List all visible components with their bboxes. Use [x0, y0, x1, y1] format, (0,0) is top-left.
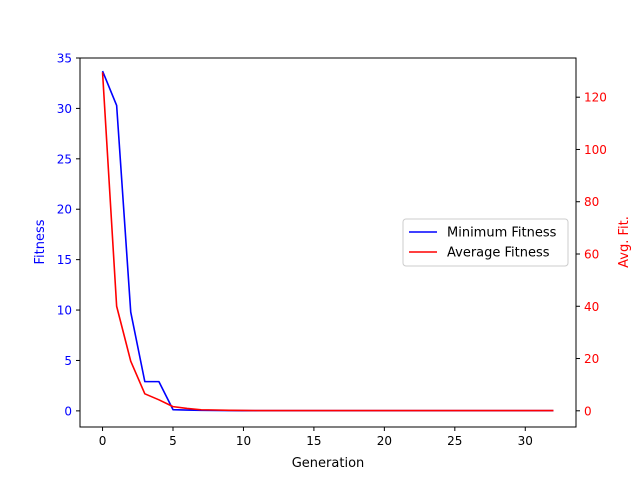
average-fitness-line [101, 72, 554, 412]
right-tick-label: 80 [584, 195, 599, 209]
legend-label-minimum-fitness: Minimum Fitness [447, 226, 557, 241]
left-axis-ticks: 0 5 10 15 20 25 30 35 [57, 52, 80, 418]
right-tick-label: 20 [584, 352, 599, 366]
x-tick-label: 20 [377, 434, 392, 448]
legend-label-average-fitness: Average Fitness [447, 246, 550, 261]
right-tick-label: 60 [584, 247, 599, 261]
right-tick-label: 40 [584, 300, 599, 314]
x-tick-label: 30 [518, 434, 533, 448]
left-tick-label: 35 [57, 52, 72, 66]
right-axis-ticks: 0 20 40 60 80 100 120 [576, 91, 607, 418]
left-tick-label: 15 [57, 253, 72, 267]
x-tick-label: 0 [99, 434, 107, 448]
x-tick-label: 5 [169, 434, 177, 448]
right-tick-label: 120 [584, 91, 607, 105]
right-axis-label: Avg. Fit. [617, 216, 632, 268]
left-tick-label: 30 [57, 102, 72, 116]
x-tick-label: 10 [236, 434, 251, 448]
legend-frame [402, 218, 569, 267]
right-tick-label: 100 [584, 143, 607, 157]
x-tick-label: 25 [447, 434, 462, 448]
legend: Minimum Fitness Average Fitness [402, 218, 569, 267]
right-tick-label: 0 [584, 404, 592, 418]
left-tick-label: 5 [64, 354, 72, 368]
left-axis-label: Fitness [33, 219, 48, 264]
plot-frame [79, 57, 577, 428]
left-tick-label: 25 [57, 152, 72, 166]
left-tick-label: 20 [57, 203, 72, 217]
x-tick-label: 15 [306, 434, 321, 448]
x-axis-ticks: 0 5 10 15 20 25 30 [99, 427, 533, 448]
series-layer [101, 70, 554, 412]
left-tick-label: 10 [57, 304, 72, 318]
x-axis-label: Generation [292, 456, 365, 471]
left-tick-label: 0 [64, 404, 72, 418]
